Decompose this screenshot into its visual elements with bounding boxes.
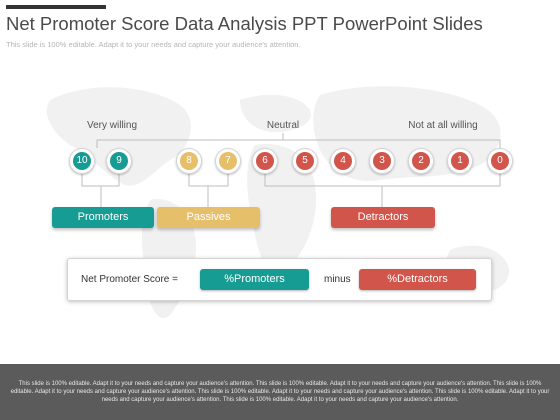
score-value: 8 bbox=[180, 152, 198, 170]
score-value: 9 bbox=[110, 152, 128, 170]
footer-bar: This slide is 100% editable. Adapt it to… bbox=[0, 364, 560, 420]
score-circle-3: 3 bbox=[369, 148, 395, 174]
formula-promoters-pill: %Promoters bbox=[200, 269, 309, 290]
score-circle-8: 8 bbox=[176, 148, 202, 174]
score-value: 6 bbox=[256, 152, 274, 170]
score-value: 1 bbox=[451, 152, 469, 170]
score-value: 2 bbox=[412, 152, 430, 170]
very-willing-label: Very willing bbox=[86, 120, 138, 131]
score-circle-1: 1 bbox=[447, 148, 473, 174]
nps-formula-box: Net Promoter Score = %Promoters minus %D… bbox=[67, 258, 492, 301]
promoters-box: Promoters bbox=[52, 207, 154, 228]
title-rule bbox=[6, 5, 106, 9]
formula-label: Net Promoter Score = bbox=[81, 274, 178, 285]
passives-label: Passives bbox=[186, 211, 231, 223]
detractors-label: Detractors bbox=[357, 211, 409, 223]
page-title: Net Promoter Score Data Analysis PPT Pow… bbox=[6, 13, 483, 34]
score-circle-0: 0 bbox=[487, 148, 513, 174]
passives-box: Passives bbox=[157, 207, 260, 228]
formula-operator: minus bbox=[324, 274, 351, 285]
detractors-box: Detractors bbox=[331, 207, 435, 228]
formula-promoters-label: %Promoters bbox=[224, 273, 285, 285]
score-circle-9: 9 bbox=[106, 148, 132, 174]
score-value: 4 bbox=[334, 152, 352, 170]
score-circle-5: 5 bbox=[292, 148, 318, 174]
neutral-label: Neutral bbox=[266, 120, 300, 131]
score-value: 0 bbox=[491, 152, 509, 170]
score-circle-2: 2 bbox=[408, 148, 434, 174]
score-circle-10: 10 bbox=[69, 148, 95, 174]
score-value: 5 bbox=[296, 152, 314, 170]
score-circle-4: 4 bbox=[330, 148, 356, 174]
page-subtitle: This slide is 100% editable. Adapt it to… bbox=[6, 40, 301, 49]
formula-detractors-label: %Detractors bbox=[387, 273, 448, 285]
not-at-all-willing-label: Not at all willing bbox=[408, 120, 478, 131]
score-value: 7 bbox=[219, 152, 237, 170]
formula-detractors-pill: %Detractors bbox=[359, 269, 476, 290]
score-value: 3 bbox=[373, 152, 391, 170]
score-circle-6: 6 bbox=[252, 148, 278, 174]
score-circle-7: 7 bbox=[215, 148, 241, 174]
score-value: 10 bbox=[73, 152, 91, 170]
footer-text: This slide is 100% editable. Adapt it to… bbox=[10, 381, 550, 403]
promoters-label: Promoters bbox=[77, 211, 129, 223]
